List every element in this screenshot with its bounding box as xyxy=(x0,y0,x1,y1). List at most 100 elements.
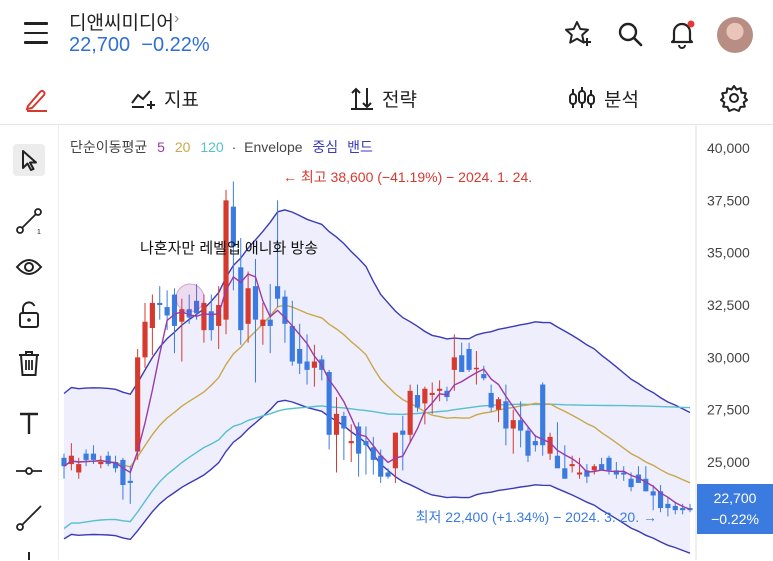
candle[interactable] xyxy=(68,443,74,471)
candle[interactable] xyxy=(208,294,214,341)
indicator-legend[interactable]: 단순이동평균 5 20 120 · Envelope 중심 밴드 xyxy=(70,139,373,155)
indicator-button[interactable]: 지표 xyxy=(130,84,199,112)
strategy-button[interactable]: 전략 xyxy=(350,84,417,112)
annotation-marker[interactable] xyxy=(175,283,205,313)
stock-name[interactable]: 디앤씨미디어 xyxy=(69,13,174,34)
candle[interactable] xyxy=(518,401,524,448)
candle[interactable] xyxy=(142,302,148,368)
candle[interactable] xyxy=(407,384,413,444)
candle[interactable] xyxy=(356,422,362,477)
bell-icon[interactable] xyxy=(666,18,698,50)
candle[interactable] xyxy=(481,365,487,381)
candle[interactable] xyxy=(657,485,664,513)
candle[interactable] xyxy=(260,302,266,345)
candle[interactable] xyxy=(252,258,259,383)
candle[interactable] xyxy=(532,434,538,452)
candle[interactable] xyxy=(245,271,251,343)
candle[interactable] xyxy=(311,344,317,387)
candle[interactable] xyxy=(120,457,126,500)
candle[interactable] xyxy=(591,464,597,475)
legend-center: 중심 xyxy=(312,139,338,155)
candle[interactable] xyxy=(216,286,222,349)
pen-icon[interactable] xyxy=(24,86,50,112)
candle[interactable] xyxy=(525,426,531,462)
avatar[interactable] xyxy=(717,17,753,53)
candle[interactable] xyxy=(650,485,656,511)
candle[interactable] xyxy=(267,284,273,354)
candle[interactable] xyxy=(613,462,619,479)
candle[interactable] xyxy=(635,466,642,483)
candle-body xyxy=(333,413,340,435)
candle[interactable] xyxy=(289,300,295,366)
candle[interactable] xyxy=(510,409,516,454)
cursor-icon[interactable] xyxy=(13,144,45,176)
candle[interactable] xyxy=(547,432,553,460)
candle[interactable] xyxy=(414,384,421,412)
candle[interactable] xyxy=(621,466,627,481)
candle[interactable] xyxy=(599,457,605,471)
candle[interactable] xyxy=(223,189,229,335)
candle[interactable] xyxy=(495,397,502,423)
candle[interactable] xyxy=(135,348,141,460)
candle[interactable] xyxy=(341,411,347,460)
candle[interactable] xyxy=(473,351,480,385)
candle[interactable] xyxy=(540,382,546,456)
candle[interactable] xyxy=(186,294,192,324)
horizontal-line-icon[interactable] xyxy=(13,455,45,487)
candle[interactable] xyxy=(171,288,178,354)
candle[interactable] xyxy=(230,181,236,291)
menu-icon[interactable] xyxy=(24,22,48,44)
candle[interactable] xyxy=(554,422,561,469)
candle[interactable] xyxy=(643,466,649,492)
gear-icon[interactable] xyxy=(720,84,748,112)
candle[interactable] xyxy=(665,497,671,517)
candle[interactable] xyxy=(282,290,288,343)
candle[interactable] xyxy=(149,294,155,356)
candle[interactable] xyxy=(105,451,111,467)
candle[interactable] xyxy=(238,238,244,345)
chevron-right-icon[interactable]: › xyxy=(174,10,180,27)
candle[interactable] xyxy=(98,455,104,469)
candle[interactable] xyxy=(400,415,406,471)
candle[interactable] xyxy=(385,468,391,479)
candle[interactable] xyxy=(422,386,428,425)
candle[interactable] xyxy=(429,382,435,414)
event-annotation[interactable]: 나혼자만 레벨업 애니화 방송 xyxy=(140,240,318,257)
candle[interactable] xyxy=(333,397,340,473)
candle[interactable] xyxy=(466,342,472,372)
eye-icon[interactable] xyxy=(13,251,45,283)
candle[interactable] xyxy=(459,342,465,372)
candle[interactable] xyxy=(672,501,678,515)
candle[interactable] xyxy=(326,369,332,450)
candle[interactable] xyxy=(274,200,281,308)
candle[interactable] xyxy=(437,380,443,402)
candle[interactable] xyxy=(83,449,89,467)
candle[interactable] xyxy=(193,284,200,320)
ray-icon[interactable] xyxy=(13,502,45,534)
more-icon[interactable] xyxy=(13,545,45,561)
candle[interactable] xyxy=(201,294,207,343)
candle[interactable] xyxy=(451,334,457,391)
analysis-button[interactable]: 분석 xyxy=(568,84,639,112)
candle[interactable] xyxy=(584,464,590,483)
candle[interactable] xyxy=(157,286,163,320)
unlock-icon[interactable] xyxy=(13,299,45,331)
star-add-icon[interactable] xyxy=(562,18,594,50)
candle-body xyxy=(90,453,97,460)
trendline-icon[interactable]: 1 xyxy=(13,205,45,237)
candle[interactable] xyxy=(297,323,303,375)
candle[interactable] xyxy=(370,436,376,475)
candle[interactable] xyxy=(562,445,568,479)
candle[interactable] xyxy=(576,457,583,479)
candle[interactable] xyxy=(112,455,119,473)
text-icon[interactable] xyxy=(13,407,45,439)
candle[interactable] xyxy=(488,384,494,412)
candle[interactable] xyxy=(179,298,185,362)
search-icon[interactable] xyxy=(614,18,646,50)
candle[interactable] xyxy=(680,503,686,515)
candle[interactable] xyxy=(503,384,509,446)
candle[interactable] xyxy=(363,426,369,475)
trash-icon[interactable] xyxy=(13,347,45,379)
candle[interactable] xyxy=(348,424,354,462)
